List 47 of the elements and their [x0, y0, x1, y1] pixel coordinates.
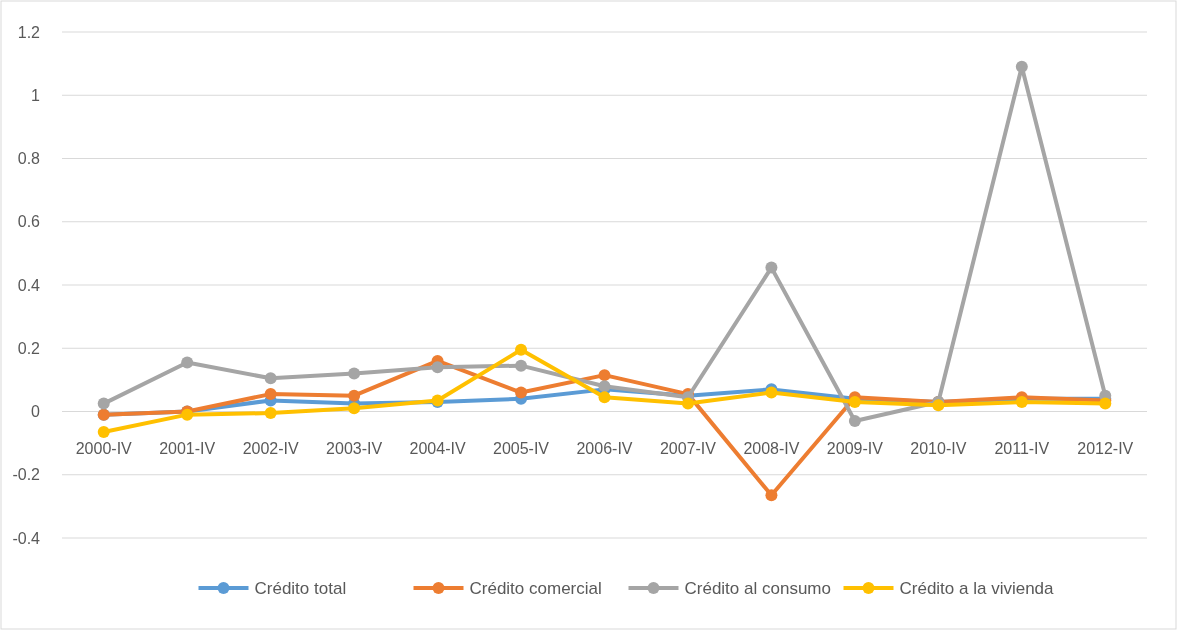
point: [681, 397, 694, 410]
point: [1015, 396, 1028, 409]
x-tick-label: 2001-IV: [159, 439, 216, 457]
legend-label: Crédito al consumo: [684, 578, 831, 598]
y-tick-label: -0.4: [12, 529, 41, 547]
legend-label: Crédito comercial: [469, 578, 602, 598]
y-tick-label: 0.4: [17, 276, 41, 294]
point: [97, 426, 110, 439]
point: [765, 261, 778, 274]
x-tick-label: 2000-IV: [75, 439, 133, 457]
y-tick-label: 1.2: [17, 23, 41, 41]
x-tick-label: 2002-IV: [242, 439, 299, 457]
y-tick-label: 0: [31, 403, 41, 421]
point: [848, 396, 861, 409]
x-tick-label: 2007-IV: [659, 439, 717, 457]
x-tick-label: 2012-IV: [1077, 439, 1134, 457]
point: [431, 361, 444, 374]
y-tick-label: -0.2: [12, 466, 41, 484]
point: [97, 397, 110, 410]
point: [848, 414, 861, 427]
y-tick-label: 1: [31, 86, 41, 104]
point: [765, 489, 778, 502]
y-tick-label: 0.6: [17, 213, 41, 231]
point: [598, 369, 611, 382]
point: [515, 359, 528, 372]
point: [348, 389, 361, 402]
point: [348, 402, 361, 415]
x-tick-label: 2004-IV: [409, 439, 466, 457]
point: [348, 367, 361, 380]
y-tick-label: 0.8: [17, 150, 41, 168]
y-tick-label: 0.2: [17, 339, 41, 357]
legend-label: Crédito total: [254, 578, 347, 598]
point: [264, 407, 277, 420]
x-tick-label: 2003-IV: [326, 439, 383, 457]
point: [181, 356, 194, 369]
x-tick-label: 2008-IV: [743, 439, 800, 457]
legend-label: Crédito a la vivienda: [899, 578, 1055, 598]
x-tick-label: 2005-IV: [493, 439, 550, 457]
point: [515, 343, 528, 356]
point: [1015, 60, 1028, 73]
point: [264, 372, 277, 385]
x-tick-label: 2011-IV: [994, 439, 1050, 457]
point: [264, 388, 277, 401]
x-tick-label: 2006-IV: [576, 439, 633, 457]
x-tick-label: 2009-IV: [826, 439, 884, 457]
x-tick-label: 2010-IV: [910, 439, 967, 457]
point: [515, 386, 528, 399]
